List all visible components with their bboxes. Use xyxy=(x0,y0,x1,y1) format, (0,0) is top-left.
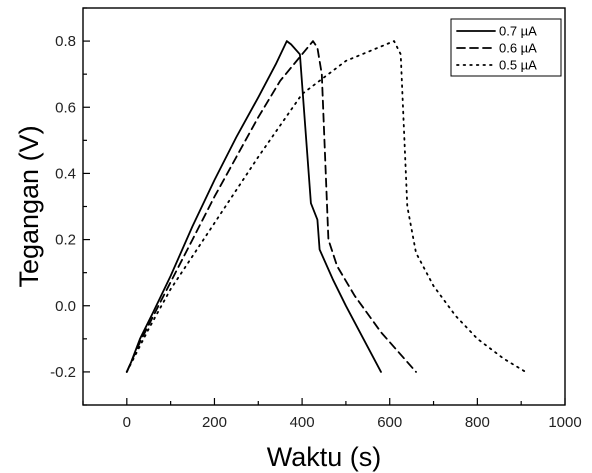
plot-frame xyxy=(82,7,566,406)
y-tick-label: -0.2 xyxy=(50,364,76,381)
x-tick-label: 400 xyxy=(290,414,315,431)
y-tick-label: 0.2 xyxy=(55,232,76,249)
x-tick-label: 0 xyxy=(123,414,131,431)
y-tick-label: 0.6 xyxy=(55,99,76,116)
y-tick-label: 0.0 xyxy=(55,298,76,315)
x-tick-label: 1000 xyxy=(548,414,581,431)
x-tick-label: 200 xyxy=(202,414,227,431)
legend-label: 0.5 µA xyxy=(499,58,537,73)
legend-items: 0.7 µA 0.6 µA 0.5 µA xyxy=(456,24,537,73)
x-tick-label: 800 xyxy=(465,414,490,431)
x-tick-label: 600 xyxy=(377,414,402,431)
x-axis-title: Waktu (s) xyxy=(267,442,382,472)
series-line xyxy=(125,40,417,373)
series-line xyxy=(125,40,527,373)
series-line xyxy=(125,40,382,373)
legend: 0.7 µA 0.6 µA 0.5 µA xyxy=(450,18,562,77)
y-tick-label: 0.4 xyxy=(55,165,76,182)
legend-label: 0.7 µA xyxy=(499,24,537,39)
legend-label: 0.6 µA xyxy=(499,41,537,56)
series-group xyxy=(125,40,527,373)
y-tick-label: 0.8 xyxy=(55,33,76,50)
y-axis-title: Tegangan (V) xyxy=(14,125,44,287)
